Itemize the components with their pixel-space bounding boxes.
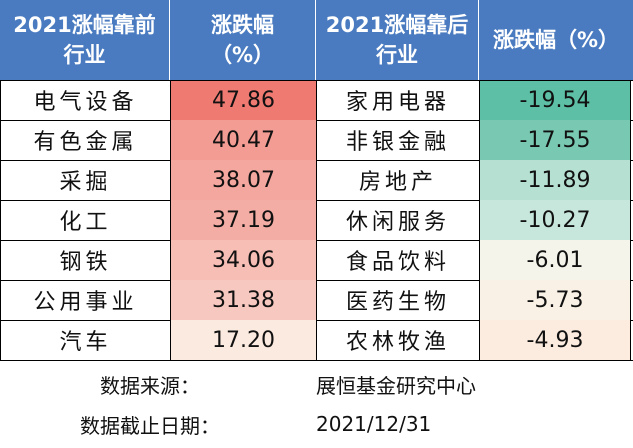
top-industry-pct: 17.20 bbox=[170, 320, 316, 360]
bottom-industry-pct: -4.93 bbox=[479, 320, 631, 360]
top-industry-name: 采掘 bbox=[0, 160, 170, 200]
top-industry-name: 有色金属 bbox=[0, 120, 170, 160]
top-industry-name: 钢铁 bbox=[0, 240, 170, 280]
bottom-industry-pct: -11.89 bbox=[479, 160, 631, 200]
top-industry-pct: 47.86 bbox=[170, 80, 316, 120]
top-industry-pct: 34.06 bbox=[170, 240, 316, 280]
bottom-industry-name: 食品饮料 bbox=[316, 240, 479, 280]
table-row: 化工 37.19 休闲服务 -10.27 bbox=[0, 200, 633, 240]
source-value: 展恒基金研究中心 bbox=[316, 373, 476, 398]
table-row: 公用事业 31.38 医药生物 -5.73 bbox=[0, 280, 633, 320]
top-industry-name: 汽车 bbox=[0, 320, 170, 360]
top-industry-pct: 40.47 bbox=[170, 120, 316, 160]
header-top-pct: 涨跌幅 （%） bbox=[170, 0, 316, 80]
bottom-industry-name: 家用电器 bbox=[316, 80, 479, 120]
top-industry-pct: 38.07 bbox=[170, 160, 316, 200]
bottom-industry-pct: -17.55 bbox=[479, 120, 631, 160]
header-bottom-industry: 2021涨幅靠后 行业 bbox=[316, 0, 479, 80]
bottom-industry-name: 房地产 bbox=[316, 160, 479, 200]
footer: 数据来源： 展恒基金研究中心 数据截止日期： 2021/12/31 bbox=[0, 360, 633, 448]
top-industry-pct: 37.19 bbox=[170, 200, 316, 240]
date-value: 2021/12/31 bbox=[316, 412, 432, 436]
industry-returns-table: 2021涨幅靠前 行业 涨跌幅 （%） 2021涨幅靠后 行业 涨跌幅（%） 电… bbox=[0, 0, 633, 361]
top-industry-name: 电气设备 bbox=[0, 80, 170, 120]
row-divider bbox=[0, 80, 633, 81]
bottom-industry-name: 休闲服务 bbox=[316, 200, 479, 240]
header-top-industry: 2021涨幅靠前 行业 bbox=[0, 0, 170, 80]
top-industry-pct: 31.38 bbox=[170, 280, 316, 320]
source-label: 数据来源： bbox=[100, 373, 200, 398]
header-bottom-pct: 涨跌幅（%） bbox=[479, 0, 633, 80]
bottom-industry-name: 农林牧渔 bbox=[316, 320, 479, 360]
table-row: 有色金属 40.47 非银金融 -17.55 bbox=[0, 120, 633, 160]
table-row: 采掘 38.07 房地产 -11.89 bbox=[0, 160, 633, 200]
table-row: 电气设备 47.86 家用电器 -19.54 bbox=[0, 80, 633, 120]
bottom-industry-pct: -6.01 bbox=[479, 240, 631, 280]
bottom-industry-pct: -19.54 bbox=[479, 80, 631, 120]
bottom-industry-name: 医药生物 bbox=[316, 280, 479, 320]
bottom-industry-pct: -5.73 bbox=[479, 280, 631, 320]
table-row: 钢铁 34.06 食品饮料 -6.01 bbox=[0, 240, 633, 280]
row-divider bbox=[0, 360, 633, 361]
bottom-industry-pct: -10.27 bbox=[479, 200, 631, 240]
bottom-industry-name: 非银金融 bbox=[316, 120, 479, 160]
top-industry-name: 公用事业 bbox=[0, 280, 170, 320]
top-industry-name: 化工 bbox=[0, 200, 170, 240]
table-row: 汽车 17.20 农林牧渔 -4.93 bbox=[0, 320, 633, 360]
date-label: 数据截止日期： bbox=[80, 413, 220, 438]
